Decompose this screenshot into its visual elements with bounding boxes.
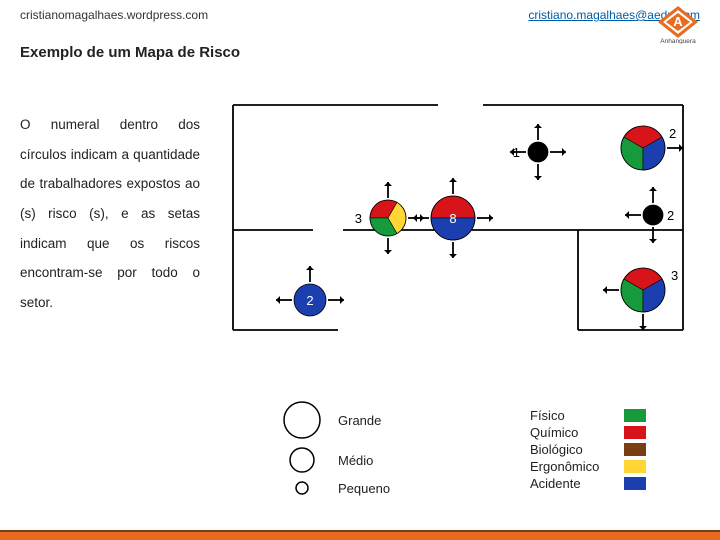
footer-bar bbox=[0, 530, 720, 540]
svg-text:2: 2 bbox=[306, 293, 313, 308]
svg-text:2: 2 bbox=[669, 126, 676, 141]
legend-color-swatch bbox=[624, 426, 646, 439]
legend-color-label: Biológico bbox=[530, 442, 618, 457]
legend-size-row: Grande bbox=[280, 400, 390, 440]
legend-color-row: Físico bbox=[530, 408, 646, 423]
svg-text:2: 2 bbox=[667, 208, 674, 223]
legend-color-swatch bbox=[624, 477, 646, 490]
risk-map-diagram: 1 2 2 3 8 2 3 bbox=[228, 100, 688, 385]
legend-color-swatch bbox=[624, 409, 646, 422]
brand-logo: A Anhanguera bbox=[648, 4, 708, 44]
svg-text:1: 1 bbox=[513, 145, 520, 160]
body-paragraph: O numeral dentro dos círculos indicam a … bbox=[20, 110, 200, 318]
page-title: Exemplo de um Mapa de Risco bbox=[0, 26, 720, 69]
header: cristianomagalhaes.wordpress.com cristia… bbox=[0, 0, 720, 26]
legend-color-label: Químico bbox=[530, 425, 618, 440]
risk-circle-c6: 2 bbox=[276, 266, 344, 316]
legend-size: Grande Médio Pequeno bbox=[280, 400, 390, 502]
svg-text:3: 3 bbox=[355, 211, 362, 226]
risk-circle-c7: 3 bbox=[603, 268, 678, 330]
legend-color-label: Acidente bbox=[530, 476, 618, 491]
risk-circle-c2: 2 bbox=[621, 126, 683, 170]
legend-color-row: Acidente bbox=[530, 476, 646, 491]
legend-size-row: Médio bbox=[280, 446, 390, 474]
svg-text:A: A bbox=[673, 14, 683, 29]
legend-color-label: Físico bbox=[530, 408, 618, 423]
risk-circle-c5: 8 bbox=[413, 178, 493, 258]
legend-color-row: Biológico bbox=[530, 442, 646, 457]
header-url-left: cristianomagalhaes.wordpress.com bbox=[20, 8, 208, 22]
svg-text:3: 3 bbox=[671, 268, 678, 283]
legend-size-label: Grande bbox=[338, 413, 381, 428]
legend-size-row: Pequeno bbox=[280, 480, 390, 496]
legend-color-swatch bbox=[624, 443, 646, 456]
risk-circle-c1: 1 bbox=[510, 124, 566, 180]
svg-text:Anhanguera: Anhanguera bbox=[660, 38, 696, 44]
svg-text:8: 8 bbox=[449, 211, 456, 226]
legend-color: Físico Químico Biológico Ergonômico Acidente bbox=[530, 408, 646, 493]
legend-color-row: Químico bbox=[530, 425, 646, 440]
legend-color-label: Ergonômico bbox=[530, 459, 618, 474]
legend-size-label: Médio bbox=[338, 453, 373, 468]
legend-color-row: Ergonômico bbox=[530, 459, 646, 474]
legend-size-label: Pequeno bbox=[338, 481, 390, 496]
legend-color-swatch bbox=[624, 460, 646, 473]
risk-circle-c3: 2 bbox=[625, 187, 674, 243]
